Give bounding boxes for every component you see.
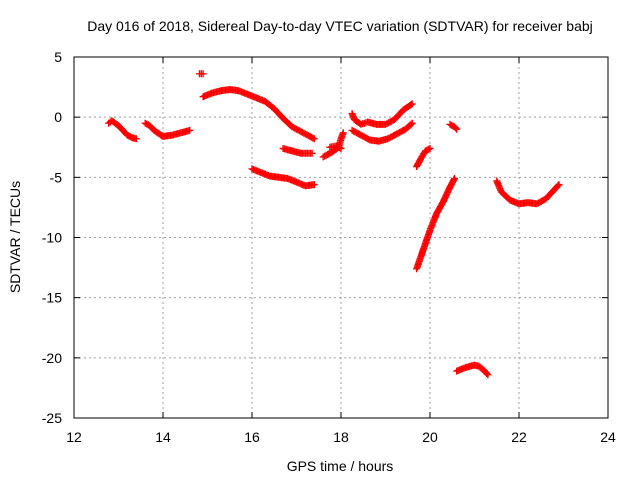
point-markers — [248, 165, 318, 190]
x-tick-label: 24 — [600, 429, 616, 445]
y-tick-label: -5 — [50, 169, 63, 185]
series-arc5 — [248, 165, 318, 190]
point-markers — [446, 120, 461, 133]
y-axis: 5 0 -5 -10 -15 -20 -25 — [42, 49, 608, 426]
point-markers — [196, 70, 207, 78]
y-tick-label: -20 — [42, 350, 62, 366]
series-arc13 — [446, 120, 461, 133]
series-arc11 — [413, 145, 434, 170]
y-tick-label: -25 — [42, 410, 62, 426]
data-points — [105, 70, 563, 379]
y-tick-label: -15 — [42, 290, 62, 306]
series-arc14 — [453, 361, 492, 379]
x-tick-label: 14 — [155, 429, 171, 445]
point-markers — [348, 100, 416, 128]
x-tick-label: 20 — [422, 429, 438, 445]
point-markers — [199, 86, 318, 143]
series-arc15 — [493, 177, 563, 208]
point-markers — [413, 175, 458, 273]
point-markers — [413, 145, 434, 170]
x-tick-label: 18 — [333, 429, 349, 445]
series-arc4 — [199, 86, 318, 143]
series-arc1 — [105, 117, 140, 143]
x-axis: 12 14 16 18 20 22 24 — [66, 57, 616, 445]
grid — [74, 57, 608, 418]
series-arc3 — [196, 70, 207, 78]
series-arc8 — [326, 142, 345, 152]
y-tick-label: 5 — [54, 49, 62, 65]
x-axis-label: GPS time / hours — [287, 458, 394, 474]
y-tick-label: 0 — [54, 109, 62, 125]
chart-title: Day 016 of 2018, Sidereal Day-to-day VTE… — [87, 18, 593, 34]
series-arc12 — [413, 175, 458, 273]
point-markers — [141, 119, 194, 140]
point-markers — [279, 145, 316, 157]
series-arc6 — [279, 145, 316, 157]
point-markers — [348, 119, 416, 145]
y-tick-label: -10 — [42, 230, 62, 246]
series-arc2 — [141, 119, 194, 140]
point-markers — [493, 177, 563, 208]
x-tick-label: 22 — [511, 429, 527, 445]
series-arc9 — [348, 100, 416, 128]
x-tick-label: 16 — [244, 429, 260, 445]
y-axis-label: SDTVAR / TECUs — [7, 181, 23, 293]
point-markers — [453, 361, 492, 379]
point-markers — [326, 142, 345, 152]
x-tick-label: 12 — [66, 429, 82, 445]
series-arc10 — [348, 119, 416, 145]
point-markers — [105, 117, 140, 143]
